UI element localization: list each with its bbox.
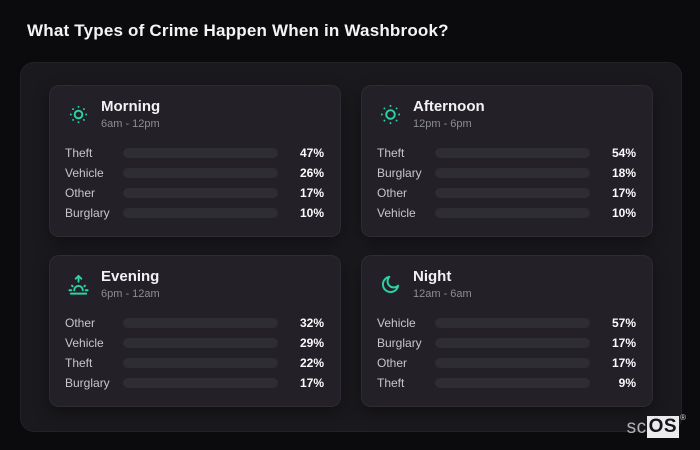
crime-row: Other 32% bbox=[65, 315, 324, 331]
panel-heading: Night 12am - 6am bbox=[413, 268, 472, 300]
crime-label: Burglary bbox=[377, 165, 422, 180]
page-title: What Types of Crime Happen When in Washb… bbox=[27, 21, 449, 40]
crime-label: Other bbox=[377, 185, 408, 200]
crime-dashboard-container: Morning 6am - 12pm Theft 47% Vehicle 26%… bbox=[20, 62, 682, 432]
crime-label: Theft bbox=[377, 145, 405, 160]
crime-percent: 29% bbox=[299, 335, 324, 350]
bar-track bbox=[123, 207, 278, 218]
crime-label: Vehicle bbox=[65, 165, 104, 180]
crime-percent: 10% bbox=[611, 205, 636, 220]
crime-row: Theft 54% bbox=[377, 145, 636, 161]
crime-row: Burglary 18% bbox=[377, 165, 636, 181]
crime-percent: 17% bbox=[299, 185, 324, 200]
crime-label: Burglary bbox=[65, 205, 110, 220]
bar-track bbox=[435, 377, 590, 388]
sun-icon bbox=[377, 101, 403, 127]
crime-row: Other 17% bbox=[65, 185, 324, 201]
bar-track bbox=[123, 167, 278, 178]
panel-heading: Evening 6pm - 12am bbox=[101, 268, 160, 300]
panel-morning: Morning 6am - 12pm Theft 47% Vehicle 26%… bbox=[49, 85, 341, 237]
crime-percent: 17% bbox=[611, 335, 636, 350]
crime-percent: 17% bbox=[299, 375, 324, 390]
crime-row: Theft 9% bbox=[377, 375, 636, 391]
bar-track bbox=[123, 187, 278, 198]
crime-percent: 47% bbox=[299, 145, 324, 160]
crime-label: Other bbox=[377, 355, 408, 370]
moon-icon bbox=[377, 271, 403, 297]
crime-label: Vehicle bbox=[377, 315, 416, 330]
crime-label: Other bbox=[65, 185, 96, 200]
crime-percent: 57% bbox=[611, 315, 636, 330]
crime-percent: 17% bbox=[611, 185, 636, 200]
crime-label: Theft bbox=[65, 145, 93, 160]
panel-heading: Morning 6am - 12pm bbox=[101, 98, 161, 130]
crime-row: Vehicle 57% bbox=[377, 315, 636, 331]
panel-title: Afternoon bbox=[413, 98, 485, 115]
bar-rows: Other 32% Vehicle 29% Theft 22% Burglary bbox=[63, 315, 324, 392]
panel-time-range: 12am - 6am bbox=[413, 287, 472, 300]
crime-percent: 9% bbox=[618, 375, 636, 390]
panel-title: Night bbox=[413, 268, 452, 285]
crime-row: Vehicle 26% bbox=[65, 165, 324, 181]
bar-track bbox=[435, 207, 590, 218]
crime-label: Theft bbox=[65, 355, 93, 370]
crime-row: Theft 22% bbox=[65, 355, 324, 371]
watermark-prefix: sc bbox=[626, 416, 647, 438]
crime-percent: 22% bbox=[299, 355, 324, 370]
bar-track bbox=[123, 147, 278, 158]
sun-dim-icon bbox=[65, 101, 91, 127]
bar-track bbox=[123, 357, 278, 368]
crime-row: Burglary 17% bbox=[65, 375, 324, 391]
crime-row: Other 17% bbox=[377, 185, 636, 201]
bar-track bbox=[123, 317, 278, 328]
panel-time-range: 6am - 12pm bbox=[101, 117, 160, 130]
watermark-logo-box: OS bbox=[646, 416, 680, 438]
bar-track bbox=[123, 377, 278, 388]
crime-label: Burglary bbox=[377, 335, 422, 350]
panel-title: Evening bbox=[101, 268, 160, 285]
bar-track bbox=[435, 147, 590, 158]
panel-time-range: 6pm - 12am bbox=[101, 287, 160, 300]
crime-row: Burglary 10% bbox=[65, 205, 324, 221]
crime-label: Other bbox=[65, 315, 96, 330]
panel-afternoon: Afternoon 12pm - 6pm Theft 54% Burglary … bbox=[361, 85, 653, 237]
panel-heading: Afternoon 12pm - 6pm bbox=[413, 98, 485, 130]
crime-percent: 26% bbox=[299, 165, 324, 180]
panel-evening: Evening 6pm - 12am Other 32% Vehicle 29%… bbox=[49, 255, 341, 407]
crime-percent: 18% bbox=[611, 165, 636, 180]
bar-track bbox=[435, 337, 590, 348]
crime-label: Theft bbox=[377, 375, 405, 390]
registered-trademark-icon: ® bbox=[680, 413, 686, 422]
bar-track bbox=[435, 357, 590, 368]
panel-time-range: 12pm - 6pm bbox=[413, 117, 472, 130]
crime-row: Vehicle 29% bbox=[65, 335, 324, 351]
bar-rows: Theft 47% Vehicle 26% Other 17% Burglary bbox=[63, 145, 324, 222]
bar-track bbox=[435, 317, 590, 328]
panel-night: Night 12am - 6am Vehicle 57% Burglary 17… bbox=[361, 255, 653, 407]
crime-label: Vehicle bbox=[377, 205, 416, 220]
crime-row: Burglary 17% bbox=[377, 335, 636, 351]
crime-label: Burglary bbox=[65, 375, 110, 390]
panel-header: Night 12am - 6am bbox=[375, 268, 636, 300]
bar-track bbox=[435, 167, 590, 178]
crime-label: Vehicle bbox=[65, 335, 104, 350]
bar-track bbox=[435, 187, 590, 198]
panel-title: Morning bbox=[101, 98, 161, 115]
sunrise-icon bbox=[65, 271, 91, 297]
panel-header: Morning 6am - 12pm bbox=[63, 98, 324, 130]
scos-watermark: sc OS ® bbox=[626, 413, 686, 438]
panel-grid: Morning 6am - 12pm Theft 47% Vehicle 26%… bbox=[49, 85, 653, 407]
crime-percent: 54% bbox=[611, 145, 636, 160]
crime-row: Vehicle 10% bbox=[377, 205, 636, 221]
crime-row: Other 17% bbox=[377, 355, 636, 371]
panel-header: Afternoon 12pm - 6pm bbox=[375, 98, 636, 130]
crime-percent: 10% bbox=[299, 205, 324, 220]
bar-rows: Theft 54% Burglary 18% Other 17% Vehicle bbox=[375, 145, 636, 222]
bar-rows: Vehicle 57% Burglary 17% Other 17% Theft bbox=[375, 315, 636, 392]
crime-percent: 32% bbox=[299, 315, 324, 330]
bar-track bbox=[123, 337, 278, 348]
panel-header: Evening 6pm - 12am bbox=[63, 268, 324, 300]
crime-percent: 17% bbox=[611, 355, 636, 370]
crime-row: Theft 47% bbox=[65, 145, 324, 161]
